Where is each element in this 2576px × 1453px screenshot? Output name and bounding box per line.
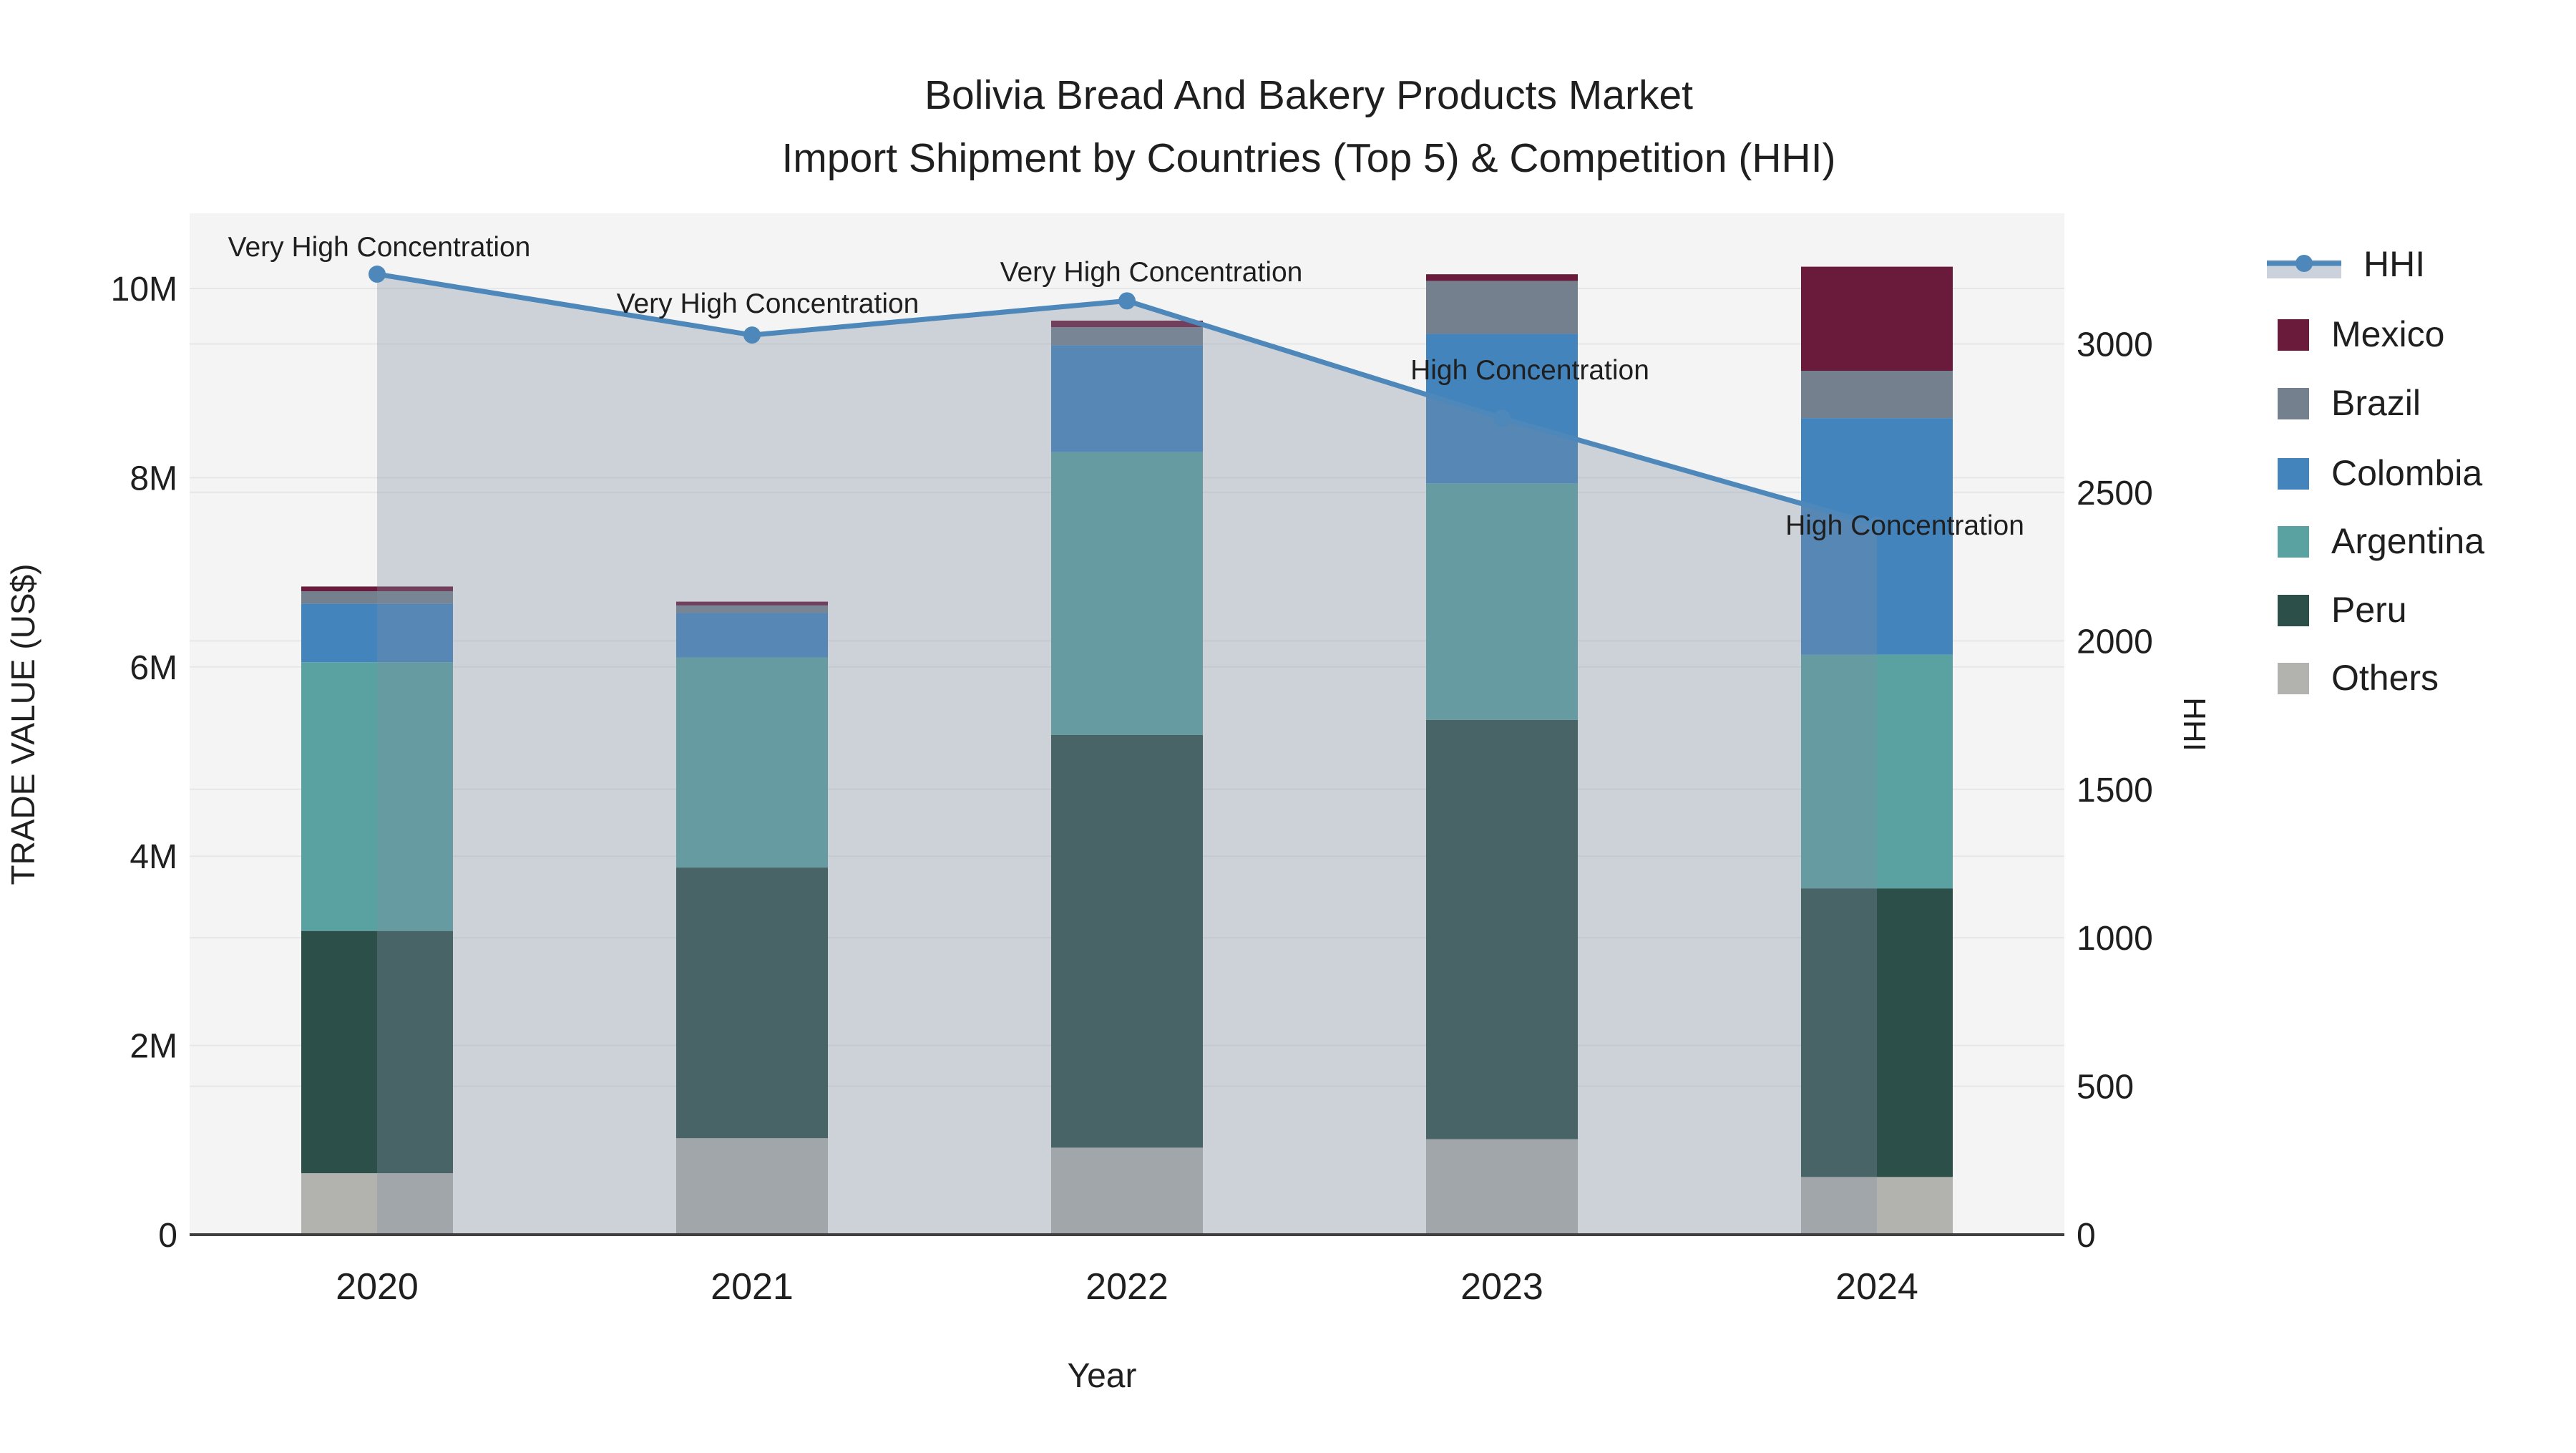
bar-segment-2024-argentina bbox=[1801, 654, 1953, 889]
annotation-2021: Very High Concentration bbox=[617, 288, 919, 319]
y-right-tick-500: 500 bbox=[2077, 1069, 2134, 1107]
legend-item-brazil[interactable]: Brazil bbox=[2278, 383, 2421, 423]
legend-item-peru[interactable]: Peru bbox=[2278, 590, 2407, 630]
legend-swatch-brazil bbox=[2278, 388, 2309, 419]
bar-segment-2022-others bbox=[1051, 1147, 1203, 1235]
bar-segment-2023-colombia bbox=[1426, 334, 1578, 484]
x-tick-2022: 2022 bbox=[1085, 1266, 1169, 1308]
bar-segment-2022-colombia bbox=[1051, 345, 1203, 452]
bar-segment-2021-brazil bbox=[676, 605, 828, 613]
y-right-axis-title: HHI bbox=[2177, 697, 2212, 752]
bar-segment-2024-colombia bbox=[1801, 418, 1953, 655]
legend-swatch-colombia bbox=[2278, 458, 2309, 490]
hhi-area-fill bbox=[377, 274, 1877, 1235]
annotation-2023: High Concentration bbox=[1410, 355, 1649, 386]
bar-segment-2023-argentina bbox=[1426, 483, 1578, 720]
bar-segment-2023-peru bbox=[1426, 719, 1578, 1139]
bar-segment-2020-colombia bbox=[301, 603, 453, 663]
bar-segment-2021-colombia bbox=[676, 613, 828, 658]
bar-segment-2021-peru bbox=[676, 868, 828, 1139]
legend: HHI Mexico Brazil Colombia Argentina Peru Othe… bbox=[2267, 244, 2484, 698]
bar-segment-2024-others bbox=[1801, 1177, 1953, 1235]
bar-segment-2022-mexico bbox=[1051, 320, 1203, 328]
legend-item-argentina[interactable]: Argentina bbox=[2278, 521, 2484, 561]
hhi-marker-2021 bbox=[743, 326, 761, 344]
bar-segment-2024-brazil bbox=[1801, 371, 1953, 419]
bar-segment-2021-mexico bbox=[676, 601, 828, 606]
bar-segment-2020-brazil bbox=[301, 591, 453, 604]
legend-swatch-argentina bbox=[2278, 526, 2309, 558]
y-left-tick-10M: 10M bbox=[111, 271, 177, 308]
bars-group bbox=[301, 266, 1953, 1235]
x-tick-2023: 2023 bbox=[1460, 1266, 1543, 1308]
y-left-tick-0: 0 bbox=[158, 1217, 177, 1255]
chart-title-line1: Bolivia Bread And Bakery Products Market bbox=[924, 72, 1693, 118]
y-left-tick-4M: 4M bbox=[130, 838, 177, 876]
bar-segment-2023-mexico bbox=[1426, 274, 1578, 281]
hhi-marker-2023 bbox=[1493, 409, 1511, 427]
y-right-tick-0: 0 bbox=[2077, 1217, 2096, 1255]
bar-segment-2023-others bbox=[1426, 1139, 1578, 1235]
legend-item-others[interactable]: Others bbox=[2278, 658, 2439, 698]
bar-segment-2022-argentina bbox=[1051, 452, 1203, 735]
x-axis-title: Year bbox=[1068, 1357, 1137, 1395]
legend-label-colombia: Colombia bbox=[2331, 453, 2482, 493]
bar-segment-2020-others bbox=[301, 1173, 453, 1235]
y-left-tick-8M: 8M bbox=[130, 460, 177, 497]
y-left-axis-title: TRADE VALUE (US$) bbox=[4, 563, 42, 885]
annotation-2022: Very High Concentration bbox=[1000, 257, 1303, 288]
legend-label-brazil: Brazil bbox=[2331, 383, 2421, 423]
x-tick-2020: 2020 bbox=[336, 1266, 419, 1308]
legend-item-colombia[interactable]: Colombia bbox=[2278, 453, 2482, 493]
annotation-2024: High Concentration bbox=[1785, 510, 2024, 541]
x-tick-2024: 2024 bbox=[1835, 1266, 1918, 1308]
hhi-marker-2020 bbox=[369, 266, 386, 283]
bar-segment-2020-argentina bbox=[301, 662, 453, 931]
y-right-tick-2000: 2000 bbox=[2077, 623, 2153, 661]
legend-label-mexico: Mexico bbox=[2331, 314, 2444, 354]
bar-segment-2023-brazil bbox=[1426, 281, 1578, 334]
legend-swatch-peru bbox=[2278, 595, 2309, 626]
bar-segment-2020-peru bbox=[301, 930, 453, 1174]
bar-segment-2020-mexico bbox=[301, 586, 453, 592]
y-left-tick-6M: 6M bbox=[130, 649, 177, 687]
bar-segment-2022-peru bbox=[1051, 734, 1203, 1148]
legend-hhi-marker bbox=[2296, 255, 2313, 272]
axis-labels: 0 2M 4M 6M 8M 10M 0 500 1000 1500 2000 2500 3000 2020… bbox=[4, 271, 2212, 1395]
bar-segment-2024-peru bbox=[1801, 888, 1953, 1177]
hhi-marker-2024 bbox=[1868, 516, 1885, 534]
legend-swatch-mexico bbox=[2278, 319, 2309, 351]
bar-segment-2024-mexico bbox=[1801, 266, 1953, 371]
bar-segment-2021-argentina bbox=[676, 657, 828, 868]
x-tick-2021: 2021 bbox=[711, 1266, 794, 1308]
bar-segment-2021-others bbox=[676, 1138, 828, 1235]
y-right-tick-3000: 3000 bbox=[2077, 326, 2153, 364]
legend-label-others: Others bbox=[2331, 658, 2439, 698]
legend-item-mexico[interactable]: Mexico bbox=[2278, 314, 2444, 354]
legend-item-hhi[interactable]: HHI bbox=[2267, 244, 2425, 284]
y-left-tick-2M: 2M bbox=[130, 1028, 177, 1066]
y-right-tick-1500: 1500 bbox=[2077, 772, 2153, 810]
y-right-tick-1000: 1000 bbox=[2077, 920, 2153, 958]
y-right-tick-2500: 2500 bbox=[2077, 475, 2153, 512]
legend-label-hhi: HHI bbox=[2363, 244, 2425, 284]
bar-segment-2022-brazil bbox=[1051, 327, 1203, 346]
legend-swatch-others bbox=[2278, 663, 2309, 694]
chart-title-line2: Import Shipment by Countries (Top 5) & C… bbox=[781, 135, 1835, 181]
annotation-2020: Very High Concentration bbox=[228, 232, 531, 263]
hhi-marker-2022 bbox=[1118, 292, 1136, 310]
legend-label-argentina: Argentina bbox=[2331, 521, 2484, 561]
legend-label-peru: Peru bbox=[2331, 590, 2407, 630]
